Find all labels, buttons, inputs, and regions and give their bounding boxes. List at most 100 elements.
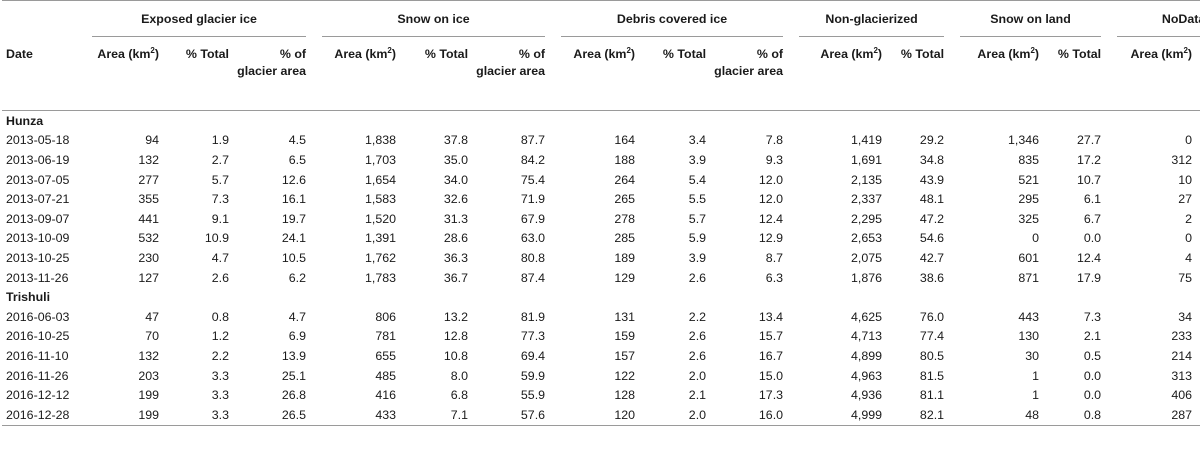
value-cell: 37.8 xyxy=(443,133,469,148)
value-cell: 4.5 xyxy=(288,133,307,148)
glacier-area-table: Exposed glacier ice Snow on ice Debris c… xyxy=(2,0,1200,426)
value-cell: 80.8 xyxy=(520,250,546,265)
value-cell: 835 xyxy=(1018,152,1040,167)
group-header-row: Exposed glacier ice Snow on ice Debris c… xyxy=(2,0,1200,37)
value-cell: 1,762 xyxy=(365,250,397,265)
value-cell: 230 xyxy=(138,250,159,265)
value-cell: 2.6 xyxy=(688,270,707,285)
value-cell: 6.1 xyxy=(1083,192,1102,207)
value-cell: 2.7 xyxy=(211,152,229,167)
value-cell: 3.3 xyxy=(211,388,229,403)
value-cell: 265 xyxy=(614,192,636,207)
area-label: Area (km xyxy=(97,47,151,61)
value-cell: 0.0 xyxy=(1083,388,1102,403)
area-label-close: ) xyxy=(391,47,397,61)
value-cell: 485 xyxy=(375,368,397,383)
group-header-exposed-glacier-ice: Exposed glacier ice xyxy=(84,0,315,37)
value-cell: 214 xyxy=(1171,348,1193,363)
value-cell: 5.5 xyxy=(688,192,707,207)
section-label: Hunza xyxy=(6,113,44,128)
value-cell: 132 xyxy=(138,348,159,363)
value-cell: 12.0 xyxy=(758,172,784,187)
area-unit-exponent: 2 xyxy=(150,45,155,55)
value-cell: 4,625 xyxy=(851,309,883,324)
value-cell: 27.7 xyxy=(1076,133,1102,148)
table-header: Exposed glacier ice Snow on ice Debris c… xyxy=(2,0,1200,111)
value-cell: 26.8 xyxy=(281,388,307,403)
group-header-snow-on-ice: Snow on ice xyxy=(314,0,554,37)
value-cell: 3.9 xyxy=(688,250,707,265)
value-cell: 2,653 xyxy=(851,231,883,246)
value-cell: 81.9 xyxy=(520,309,546,324)
date-cell: 2013-05-18 xyxy=(6,133,70,148)
value-cell: 443 xyxy=(1018,309,1040,324)
value-cell: 871 xyxy=(1018,270,1040,285)
column-header-row: Date Area (km2)% Total% of glacier area A… xyxy=(2,37,1200,111)
value-cell: 6.8 xyxy=(450,388,469,403)
value-cell: 12.4 xyxy=(758,211,784,226)
value-cell: 2.6 xyxy=(688,348,707,363)
table-row: 2016-11-10 132 2.2 13.9 655 10.8 69.4 157 2.6 16.… xyxy=(2,346,1200,366)
value-cell: 6.9 xyxy=(288,329,307,344)
value-cell: 0.8 xyxy=(211,309,229,324)
area-label: Area (km xyxy=(977,47,1031,61)
value-cell: 63.0 xyxy=(520,231,546,246)
area-unit-exponent: 2 xyxy=(873,45,878,55)
value-cell: 355 xyxy=(138,192,159,207)
table-row: 2016-12-12 199 3.3 26.8 416 6.8 55.9 128 2.1 17.3… xyxy=(2,385,1200,405)
value-cell: 27 xyxy=(1178,192,1193,207)
value-cell: 1,520 xyxy=(365,211,397,226)
column-header-pct-total: % Total xyxy=(890,37,953,111)
value-cell: 9.1 xyxy=(211,211,229,226)
area-unit-exponent: 2 xyxy=(387,45,392,55)
value-cell: 48 xyxy=(952,404,1048,426)
date-group-spacer xyxy=(2,0,84,37)
value-cell: 54.6 xyxy=(919,231,945,246)
value-cell: 2.0 xyxy=(688,368,707,383)
date-cell: 2013-09-07 xyxy=(6,211,70,226)
value-cell: 12.8 xyxy=(443,329,469,344)
value-cell: 199 xyxy=(84,404,167,426)
value-cell: 1,703 xyxy=(365,152,397,167)
value-cell: 416 xyxy=(375,388,397,403)
value-cell: 264 xyxy=(614,172,636,187)
value-cell: 77.4 xyxy=(919,329,945,344)
value-cell: 277 xyxy=(138,172,159,187)
date-cell: 2013-10-09 xyxy=(6,231,70,246)
table-row: 2013-05-18 94 1.9 4.5 1,838 37.8 87.7 164 3.4 7.8… xyxy=(2,131,1200,151)
value-cell: 5.7 xyxy=(211,172,229,187)
section-row: Hunza xyxy=(2,111,1200,131)
column-header-pct-glacier-area: % of glacier area xyxy=(237,37,315,111)
value-cell: 441 xyxy=(138,211,159,226)
value-cell: 12.9 xyxy=(758,231,784,246)
column-header-pct-glacier-area: % of glacier area xyxy=(714,37,792,111)
value-cell: 71.9 xyxy=(520,192,546,207)
value-cell: 3.3 xyxy=(211,368,229,383)
value-cell: 34 xyxy=(1178,309,1193,324)
value-cell: 10.5 xyxy=(281,250,307,265)
area-label-close: ) xyxy=(630,47,636,61)
value-cell: 4 xyxy=(1185,250,1193,265)
value-cell: 75 xyxy=(1178,270,1193,285)
value-cell: 36.3 xyxy=(443,250,469,265)
date-cell: 2013-11-26 xyxy=(6,270,69,285)
value-cell: 6.2 xyxy=(288,270,307,285)
value-cell: 4.7 xyxy=(211,250,229,265)
value-cell: 5.9 xyxy=(688,231,707,246)
value-cell: 295 xyxy=(1018,192,1040,207)
value-cell: 233 xyxy=(1171,329,1193,344)
column-header-area: Area (km2) xyxy=(314,37,405,111)
value-cell: 1,838 xyxy=(365,133,397,148)
value-cell: 1,876 xyxy=(851,270,883,285)
section-label: Trishuli xyxy=(6,290,51,305)
area-label-close: ) xyxy=(1187,47,1193,61)
value-cell: 15.7 xyxy=(758,329,784,344)
table-row: 2013-09-07 441 9.1 19.7 1,520 31.3 67.9 278 5.7 1… xyxy=(2,209,1200,229)
group-header-nodata: NoData xyxy=(1109,0,1200,37)
value-cell: 521 xyxy=(1018,172,1040,187)
value-cell: 532 xyxy=(138,231,159,246)
value-cell: 10.7 xyxy=(1076,172,1102,187)
table-row: 2013-10-25 230 4.7 10.5 1,762 36.3 80.8 189 3.9 8… xyxy=(2,248,1200,268)
value-cell: 1,391 xyxy=(365,231,397,246)
table-row: 2013-10-09 532 10.9 24.1 1,391 28.6 63.0 285 5.9… xyxy=(2,229,1200,249)
